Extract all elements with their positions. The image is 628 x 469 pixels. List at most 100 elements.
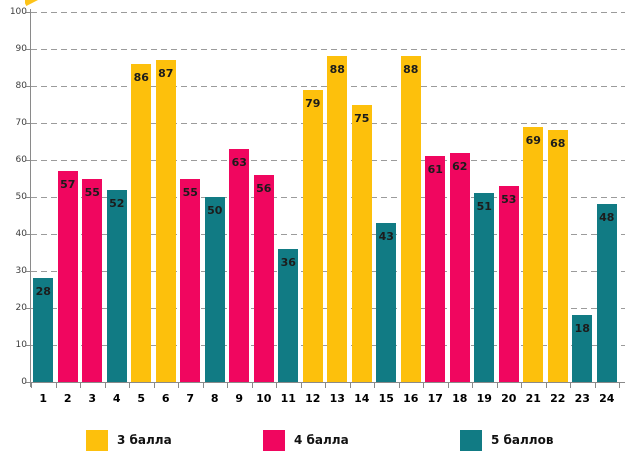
x-axis-tick bbox=[80, 383, 81, 388]
x-axis-label-22: 22 bbox=[550, 392, 566, 405]
bar-value-label: 28 bbox=[35, 285, 51, 299]
x-axis-label-21: 21 bbox=[525, 392, 541, 405]
bar-12: 79 bbox=[302, 89, 323, 382]
bar-6: 87 bbox=[155, 60, 176, 382]
x-axis-label-1: 1 bbox=[39, 392, 48, 405]
x-axis-label-18: 18 bbox=[452, 392, 468, 405]
x-axis-tick bbox=[447, 383, 449, 388]
x-axis-tick bbox=[31, 383, 32, 388]
legend-label: 3 балла bbox=[117, 433, 172, 447]
legend-swatch-yellow bbox=[86, 429, 108, 451]
bar-22: 68 bbox=[547, 130, 568, 382]
bar-slot-21: 69 bbox=[521, 12, 546, 382]
x-axis-tick bbox=[55, 383, 57, 388]
bar-18: 62 bbox=[449, 152, 470, 382]
bar-value-label: 88 bbox=[329, 63, 345, 77]
legend-swatch-pink bbox=[263, 429, 285, 451]
bar-slot-15: 43 bbox=[374, 12, 399, 382]
x-axis-label-7: 7 bbox=[186, 392, 195, 405]
legend-item-3-balla: 3 балла bbox=[86, 428, 172, 452]
y-axis-tick-label: 80 bbox=[15, 81, 27, 91]
x-axis-tick bbox=[423, 383, 424, 388]
y-axis-tick-label: 50 bbox=[15, 192, 27, 202]
legend-label: 5 баллов bbox=[491, 433, 554, 447]
bar-slot-17: 61 bbox=[423, 12, 448, 382]
bar-slot-22: 68 bbox=[546, 12, 571, 382]
bar-value-label: 75 bbox=[354, 111, 370, 125]
x-axis-tick bbox=[104, 383, 106, 388]
x-axis-tick bbox=[521, 383, 522, 388]
bar-13: 88 bbox=[327, 56, 348, 382]
bar-slot-10: 56 bbox=[252, 12, 277, 382]
gridline-100 bbox=[31, 12, 625, 13]
x-axis-tick bbox=[349, 383, 351, 388]
bar-23: 18 bbox=[572, 315, 593, 382]
x-axis-label-5: 5 bbox=[137, 392, 146, 405]
x-axis-label-20: 20 bbox=[501, 392, 517, 405]
bar-16: 88 bbox=[400, 56, 421, 382]
x-axis-label-14: 14 bbox=[354, 392, 370, 405]
bar-24: 48 bbox=[596, 204, 617, 382]
bar-value-label: 43 bbox=[378, 229, 394, 243]
y-axis-tick bbox=[26, 345, 31, 346]
bar-value-label: 18 bbox=[574, 322, 590, 336]
bar-slot-16: 88 bbox=[399, 12, 424, 382]
bar-9: 63 bbox=[229, 148, 250, 382]
bar-value-label: 36 bbox=[280, 255, 296, 269]
bar-value-label: 55 bbox=[182, 185, 198, 199]
x-axis-tick bbox=[227, 383, 228, 388]
x-axis-label-9: 9 bbox=[235, 392, 244, 405]
x-axis-tick bbox=[570, 383, 571, 388]
x-axis-tick bbox=[178, 383, 179, 388]
bar-10: 56 bbox=[253, 174, 274, 382]
bar-slot-11: 36 bbox=[276, 12, 301, 382]
x-axis-tick bbox=[619, 383, 620, 388]
bar-1: 28 bbox=[33, 278, 54, 382]
x-axis-tick bbox=[300, 383, 302, 388]
bar-slot-4: 52 bbox=[105, 12, 130, 382]
bar-slot-24: 48 bbox=[595, 12, 620, 382]
bar-value-label: 63 bbox=[231, 155, 247, 169]
legend-item-4-balla: 4 балла bbox=[263, 428, 349, 452]
x-axis bbox=[27, 382, 625, 383]
x-axis-label-2: 2 bbox=[63, 392, 72, 405]
bar-value-label: 61 bbox=[427, 163, 443, 177]
bar-slot-1: 28 bbox=[31, 12, 56, 382]
x-axis-tick bbox=[594, 383, 596, 388]
x-axis-label-16: 16 bbox=[403, 392, 419, 405]
x-axis-label-12: 12 bbox=[305, 392, 321, 405]
x-axis-label-10: 10 bbox=[256, 392, 272, 405]
x-axis-tick bbox=[129, 383, 130, 388]
bar-slot-2: 57 bbox=[56, 12, 81, 382]
x-axis-label-19: 19 bbox=[476, 392, 492, 405]
bar-14: 75 bbox=[351, 104, 372, 382]
bar-19: 51 bbox=[474, 193, 495, 382]
y-axis bbox=[30, 9, 31, 387]
legend-swatch-teal bbox=[460, 429, 482, 451]
bar-value-label: 68 bbox=[550, 137, 566, 151]
bar-slot-9: 63 bbox=[227, 12, 252, 382]
x-axis-tick bbox=[251, 383, 253, 388]
y-axis-tick bbox=[26, 197, 31, 198]
y-axis-tick-label: 100 bbox=[9, 7, 27, 17]
bar-5: 86 bbox=[131, 63, 152, 382]
bar-21: 69 bbox=[523, 126, 544, 382]
y-axis-tick-label: 60 bbox=[15, 155, 27, 165]
bar-slot-12: 79 bbox=[301, 12, 326, 382]
y-axis-tick bbox=[26, 234, 31, 235]
x-axis-tick bbox=[496, 383, 498, 388]
bar-slot-3: 55 bbox=[80, 12, 105, 382]
x-axis-label-4: 4 bbox=[112, 392, 121, 405]
x-axis-tick bbox=[472, 383, 473, 388]
bar-slot-23: 18 bbox=[570, 12, 595, 382]
bar-11: 36 bbox=[278, 248, 299, 382]
bar-slot-13: 88 bbox=[325, 12, 350, 382]
bar-value-label: 48 bbox=[599, 211, 615, 225]
corner-artifact bbox=[25, 0, 38, 6]
bar-20: 53 bbox=[498, 185, 519, 382]
y-axis-tick-label: 70 bbox=[15, 118, 27, 128]
bar-4: 52 bbox=[106, 189, 127, 382]
x-axis-label-17: 17 bbox=[427, 392, 443, 405]
y-axis-tick bbox=[26, 308, 31, 309]
